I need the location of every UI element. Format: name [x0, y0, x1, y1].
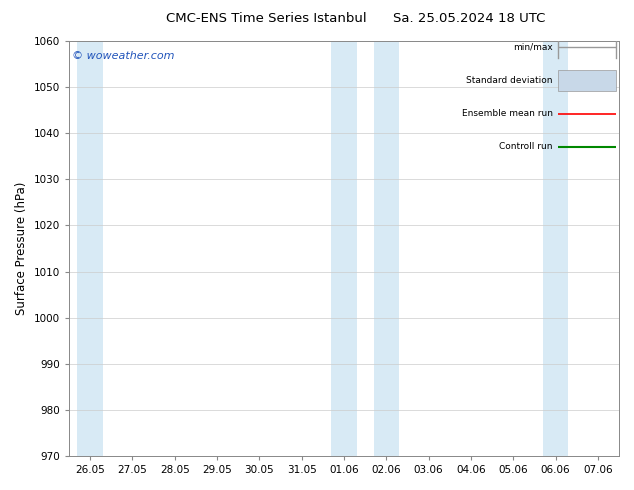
- Text: © woweather.com: © woweather.com: [72, 51, 174, 61]
- Bar: [77, 41, 103, 456]
- Text: CMC-ENS Time Series Istanbul: CMC-ENS Time Series Istanbul: [166, 12, 366, 25]
- Bar: [331, 41, 356, 456]
- Bar: [373, 41, 399, 456]
- Text: min/max: min/max: [514, 43, 553, 52]
- Text: Standard deviation: Standard deviation: [467, 76, 553, 85]
- Y-axis label: Surface Pressure (hPa): Surface Pressure (hPa): [15, 182, 28, 315]
- Text: Sa. 25.05.2024 18 UTC: Sa. 25.05.2024 18 UTC: [393, 12, 545, 25]
- Bar: [543, 41, 568, 456]
- Text: Ensemble mean run: Ensemble mean run: [462, 109, 553, 118]
- Bar: [559, 70, 616, 91]
- Text: Controll run: Controll run: [500, 143, 553, 151]
